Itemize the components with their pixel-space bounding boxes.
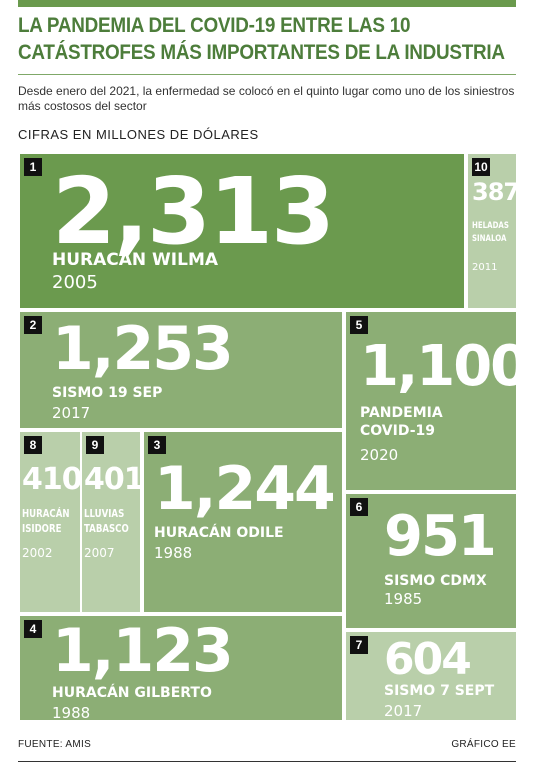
rank-badge: 7 xyxy=(350,636,368,654)
treemap-tile-2: 2 1,253 SISMO 19 SEP 2017 xyxy=(20,312,342,428)
bottom-rule xyxy=(18,761,516,762)
title-line-1: LA PANDEMIA DEL COVID-19 ENTRE LAS 10 xyxy=(18,14,411,37)
value-label: 387 xyxy=(472,178,516,206)
value-label: 1,100 xyxy=(360,334,516,399)
treemap-tile-7: 7 604 SISMO 7 SEPT 2017 xyxy=(346,632,516,720)
year-label: 2007 xyxy=(84,546,115,560)
category-label: LLUVIAS TABASCO xyxy=(84,506,129,536)
year-label: 2005 xyxy=(52,272,98,293)
title-divider xyxy=(18,74,516,75)
value-label: 401 xyxy=(84,462,140,497)
graphic-credit: GRÁFICO EE xyxy=(451,739,516,750)
units-label: CIFRAS EN MILLONES DE DÓLARES xyxy=(18,127,259,142)
value-label: 604 xyxy=(384,634,472,685)
category-label: SISMO 19 SEP xyxy=(52,385,163,401)
rank-badge: 3 xyxy=(148,436,166,454)
year-label: 2011 xyxy=(472,262,498,273)
rank-badge: 10 xyxy=(472,158,490,176)
treemap-tile-5: 5 1,100 PANDEMIA COVID-19 2020 xyxy=(346,312,516,490)
category-label: HURACÁN WILMA xyxy=(52,250,219,270)
value-label: 1,244 xyxy=(154,454,336,524)
year-label: 2020 xyxy=(360,446,399,464)
treemap-tile-3: 3 1,244 HURACÁN ODILE 1988 xyxy=(144,432,342,612)
treemap-tile-8: 8 410 HURACÁN ISIDORE 2002 xyxy=(20,432,80,612)
value-label: 2,313 xyxy=(52,158,335,265)
rank-badge: 9 xyxy=(86,436,104,454)
category-label: HURACÁN ISIDORE xyxy=(22,506,70,536)
rank-badge: 2 xyxy=(24,316,42,334)
rank-badge: 5 xyxy=(350,316,368,334)
rank-badge: 4 xyxy=(24,620,42,638)
category-label: HURACÁN ODILE xyxy=(154,525,284,541)
treemap-tile-9: 9 401 LLUVIAS TABASCO 2007 xyxy=(82,432,140,612)
category-label-line-1: LLUVIAS xyxy=(84,507,125,520)
treemap-tile-10: 10 387 HELADAS SINALOA 2011 xyxy=(468,154,516,308)
year-label: 2017 xyxy=(384,702,423,720)
treemap-tile-1: 1 2,313 HURACÁN WILMA 2005 xyxy=(20,154,464,308)
category-label-line-2: SINALOA xyxy=(472,234,507,244)
year-label: 1988 xyxy=(52,704,91,720)
value-label: 951 xyxy=(384,504,497,569)
value-label: 1,253 xyxy=(52,314,234,384)
category-label-line-1: HELADAS xyxy=(472,221,509,231)
top-accent-bar xyxy=(18,0,516,7)
treemap-tile-4: 4 1,123 HURACÁN GILBERTO 1988 xyxy=(20,616,342,720)
chart-title: LA PANDEMIA DEL COVID-19 ENTRE LAS 10 CA… xyxy=(18,12,516,66)
rank-badge: 6 xyxy=(350,498,368,516)
treemap-chart: 1 2,313 HURACÁN WILMA 2005 2 1,253 SISMO 19 SE… xyxy=(18,152,518,722)
chart-subtitle: Desde enero del 2021, la enfermedad se c… xyxy=(18,84,515,113)
category-label: HELADAS SINALOA xyxy=(472,220,509,246)
value-label: 1,123 xyxy=(52,616,234,686)
year-label: 2017 xyxy=(52,404,91,422)
category-label-line-1: PANDEMIA xyxy=(360,405,443,421)
rank-badge: 1 xyxy=(24,158,42,176)
category-label: SISMO 7 SEPT xyxy=(384,683,495,699)
treemap-tile-6: 6 951 SISMO CDMX 1985 xyxy=(346,494,516,628)
year-label: 1985 xyxy=(384,590,423,608)
source-note: FUENTE: AMIS xyxy=(18,739,92,750)
category-label: HURACÁN GILBERTO xyxy=(52,685,212,701)
rank-badge: 8 xyxy=(24,436,42,454)
category-label-line-2: COVID-19 xyxy=(360,423,436,439)
category-label-line-2: ISIDORE xyxy=(22,522,62,535)
category-label: PANDEMIA COVID-19 xyxy=(360,404,443,440)
category-label: SISMO CDMX xyxy=(384,573,487,589)
year-label: 2002 xyxy=(22,546,53,560)
category-label-line-1: HURACÁN xyxy=(22,507,70,520)
title-line-2: CATÁSTROFES MÁS IMPORTANTES DE LA INDUST… xyxy=(18,41,505,64)
value-label: 410 xyxy=(22,462,80,497)
category-label-line-2: TABASCO xyxy=(84,522,129,535)
year-label: 1988 xyxy=(154,544,193,562)
